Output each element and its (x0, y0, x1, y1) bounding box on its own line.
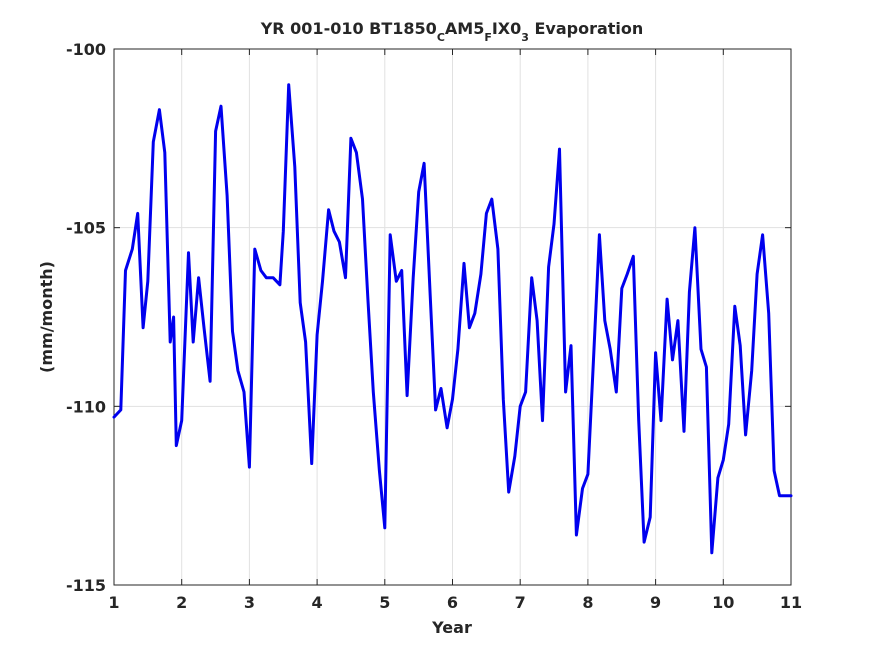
y-tick-label: -110 (66, 397, 106, 416)
evaporation-series-line (112, 83, 793, 555)
chart-title: YR 001-010 BT1850CAM5FIX03 Evaporation (260, 19, 644, 44)
x-axis-label: Year (431, 618, 472, 637)
plot-frame (113, 48, 792, 586)
y-axis-label: (mm/month) (37, 261, 56, 373)
x-tick-label: 3 (244, 593, 255, 612)
axis-ticks: 1 2 3 4 5 6 7 8 9 10 11 -115 -110 -105 -100 (66, 40, 802, 612)
chart-title-part-d: Evaporation (529, 19, 643, 38)
series-group (112, 83, 793, 555)
x-tick-label: 7 (515, 593, 526, 612)
chart-title-part-b: AM5 (445, 19, 484, 38)
y-tick-label: -105 (66, 219, 106, 238)
x-tick-label: 2 (176, 593, 187, 612)
x-tick-label: 4 (312, 593, 323, 612)
x-tick-label: 9 (650, 593, 661, 612)
y-tick-label: -100 (66, 40, 106, 59)
x-tick-label: 1 (108, 593, 119, 612)
x-tick-label: 11 (780, 593, 802, 612)
chart-title-sub-c: C (437, 31, 445, 44)
y-tick-label: -115 (66, 576, 106, 595)
chart-title-part-a: YR 001-010 BT1850 (260, 19, 437, 38)
x-tick-label: 5 (379, 593, 390, 612)
x-tick-label: 6 (447, 593, 458, 612)
x-tick-label: 8 (582, 593, 593, 612)
chart-title-sub-f: F (484, 31, 492, 44)
x-tick-label: 10 (712, 593, 734, 612)
chart-title-part-c: IX0 (492, 19, 521, 38)
chart-title-sub-3: 3 (521, 31, 529, 44)
